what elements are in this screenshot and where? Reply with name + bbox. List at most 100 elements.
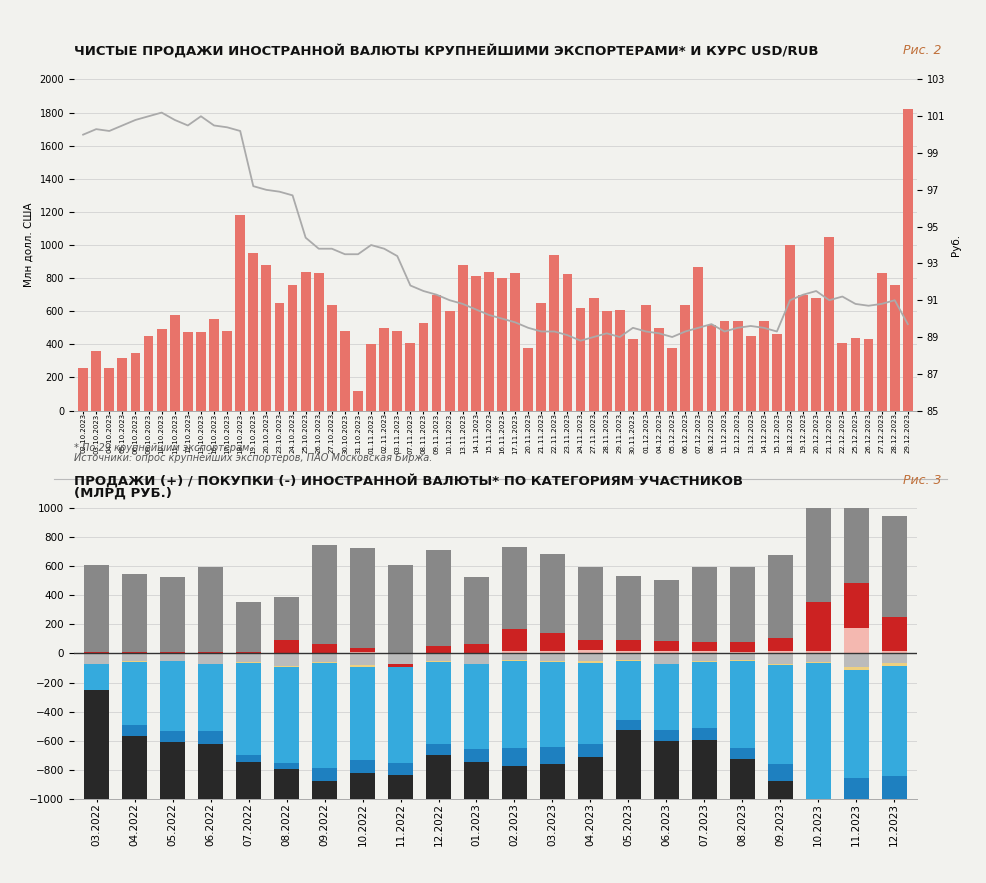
Bar	[388, 664, 413, 667]
Bar	[419, 323, 428, 411]
Bar	[768, 638, 793, 652]
Bar	[837, 343, 847, 411]
Bar	[198, 568, 223, 652]
Text: (МЛРД РУБ.): (МЛРД РУБ.)	[74, 487, 172, 500]
Bar	[654, 741, 678, 812]
Bar	[432, 295, 442, 411]
Bar	[198, 664, 223, 731]
Bar	[353, 390, 363, 411]
Bar	[578, 639, 602, 650]
Bar	[464, 577, 489, 644]
Bar	[122, 574, 147, 652]
Bar	[248, 253, 258, 411]
Bar	[881, 517, 906, 617]
Bar	[707, 324, 717, 411]
Bar	[237, 762, 261, 821]
Bar	[654, 653, 678, 664]
Bar	[122, 725, 147, 736]
Bar	[540, 653, 565, 661]
Bar	[366, 344, 376, 411]
Bar	[122, 653, 147, 661]
Bar	[654, 641, 678, 652]
Bar	[616, 660, 641, 721]
Bar	[578, 567, 602, 639]
Bar	[388, 653, 413, 664]
Bar	[536, 303, 546, 411]
Bar	[745, 336, 755, 411]
Bar	[350, 667, 375, 760]
Bar	[502, 547, 527, 629]
Bar	[196, 332, 206, 411]
Bar	[426, 743, 451, 755]
Bar	[730, 652, 754, 653]
Bar	[654, 664, 678, 730]
Bar	[313, 662, 337, 663]
Bar	[464, 664, 489, 749]
Bar	[161, 661, 185, 731]
Bar	[198, 731, 223, 743]
Bar	[484, 272, 494, 411]
Text: * По 29 крупнейшим экспортерам.: * По 29 крупнейшим экспортерам.	[74, 443, 252, 453]
Bar	[340, 331, 350, 411]
Bar	[616, 730, 641, 803]
Bar	[641, 305, 651, 411]
Bar	[730, 660, 754, 748]
Bar	[426, 653, 451, 661]
Bar	[388, 775, 413, 874]
Bar	[881, 653, 906, 663]
Bar	[130, 352, 140, 411]
Text: ЧИСТЫЕ ПРОДАЖИ ИНОСТРАННОЙ ВАЛЮТЫ КРУПНЕЙШИМИ ЭКСПОРТЕРАМИ* И КУРС USD/RUB: ЧИСТЫЕ ПРОДАЖИ ИНОСТРАННОЙ ВАЛЮТЫ КРУПНЕ…	[74, 43, 818, 57]
Bar	[350, 665, 375, 667]
Text: Рис. 3: Рис. 3	[903, 474, 942, 487]
Bar	[157, 329, 167, 411]
Bar	[350, 653, 375, 665]
Bar	[105, 367, 114, 411]
Bar	[811, 298, 821, 411]
Bar	[426, 755, 451, 865]
Bar	[616, 577, 641, 640]
Bar	[806, 653, 830, 662]
Bar	[350, 547, 375, 648]
Bar	[616, 721, 641, 730]
Bar	[392, 331, 402, 411]
Bar	[161, 743, 185, 826]
Bar	[692, 728, 717, 740]
Bar	[692, 567, 717, 643]
Bar	[844, 583, 869, 628]
Bar	[426, 550, 451, 646]
Bar	[654, 328, 664, 411]
Bar	[313, 663, 337, 768]
Bar	[692, 643, 717, 652]
Bar	[350, 652, 375, 653]
Bar	[464, 762, 489, 838]
Bar	[261, 265, 271, 411]
Bar	[881, 811, 906, 883]
Bar	[237, 602, 261, 652]
Bar	[578, 650, 602, 653]
Bar	[274, 639, 299, 653]
Bar	[589, 298, 599, 411]
Bar	[628, 339, 638, 411]
Bar	[616, 651, 641, 653]
Bar	[350, 774, 375, 883]
Bar	[824, 237, 834, 411]
Bar	[161, 652, 185, 653]
Bar	[881, 652, 906, 653]
Bar	[692, 653, 717, 661]
Bar	[654, 652, 678, 653]
Bar	[844, 667, 869, 670]
Bar	[445, 311, 455, 411]
Bar	[844, 778, 869, 817]
Bar	[881, 666, 906, 776]
Bar	[122, 652, 147, 653]
Bar	[889, 284, 899, 411]
Bar	[274, 303, 284, 411]
Bar	[806, 809, 830, 836]
Bar	[768, 652, 793, 653]
Bar	[502, 660, 527, 748]
Bar	[864, 339, 874, 411]
Bar	[768, 764, 793, 781]
Bar	[92, 351, 102, 411]
Bar	[510, 273, 520, 411]
Bar	[759, 321, 769, 411]
